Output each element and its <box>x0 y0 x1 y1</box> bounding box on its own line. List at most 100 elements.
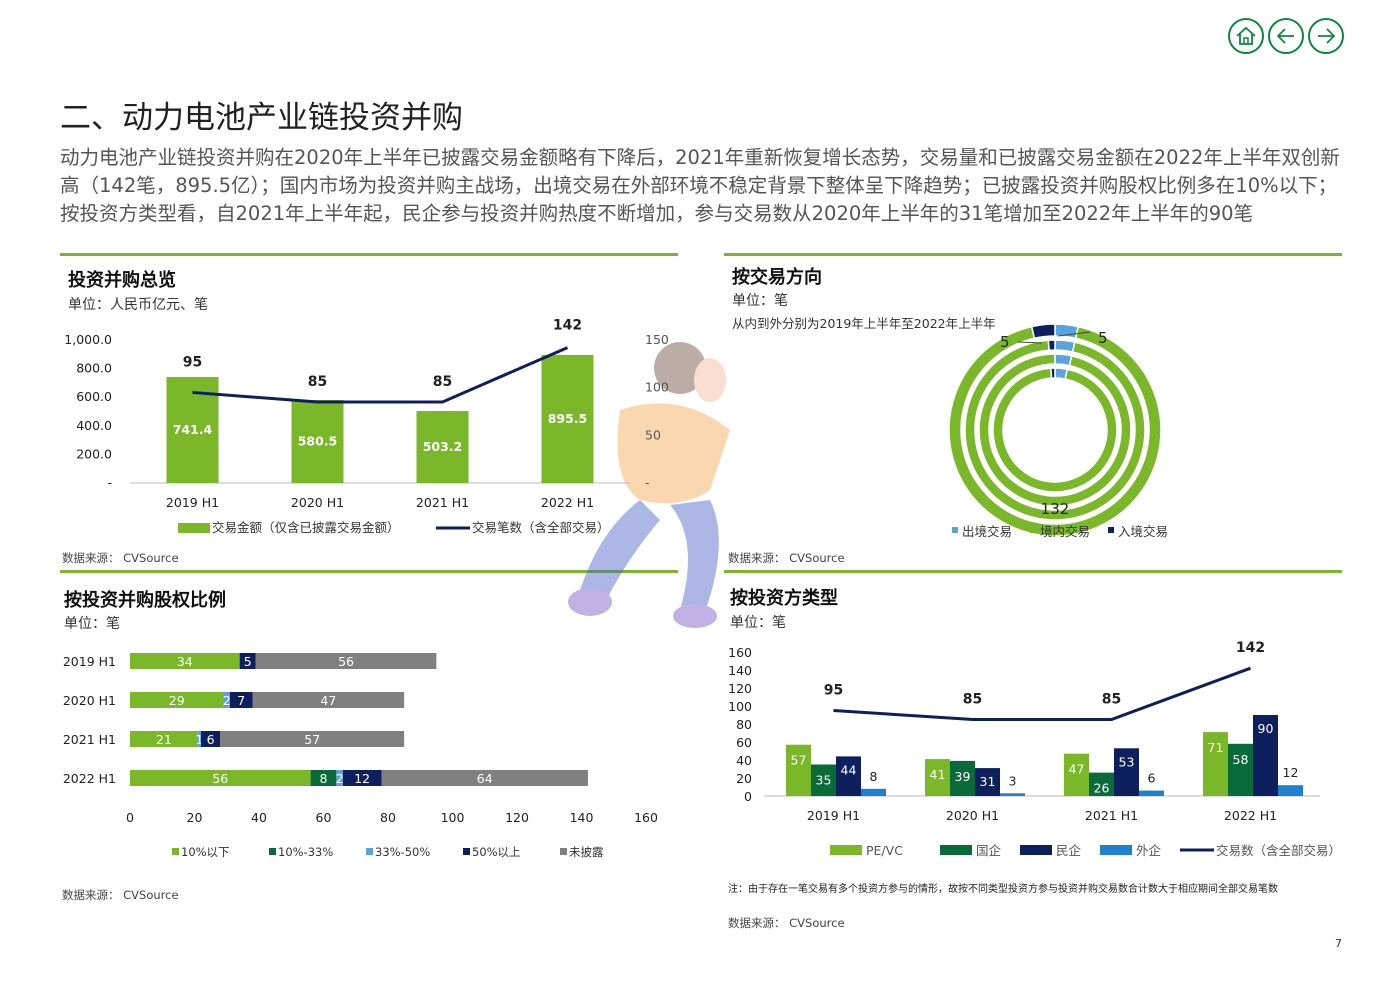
investor-bar <box>1064 753 1089 796</box>
direction-source: 数据来源： CVSource <box>728 551 845 565</box>
investor-bar-label: 47 <box>1069 762 1085 777</box>
overview-source: 数据来源： CVSource <box>62 551 179 565</box>
legend-label: PE/VC <box>866 843 903 858</box>
legend-swatch <box>366 848 373 855</box>
investor-bar-label: 90 <box>1258 721 1274 736</box>
investor-bar <box>1253 715 1278 796</box>
legend-swatch-amount <box>178 523 210 533</box>
legend-label: 外企 <box>1136 843 1162 858</box>
legend-swatch <box>1020 845 1052 855</box>
arrow-right-icon <box>1318 28 1336 44</box>
legend-swatch <box>1030 527 1036 533</box>
legend-label: 民企 <box>1056 843 1082 858</box>
y-left-tick-label: 200.0 <box>76 446 112 461</box>
investor-bar-label: 12 <box>1283 765 1299 780</box>
investor-chart: 0 20 40 60 80 100 120 140 160 57 35 44 8 2019 H1 41 39 3… <box>728 640 1341 858</box>
amount-bar <box>541 354 594 483</box>
legend-label: 10%以下 <box>181 845 230 859</box>
investor-bar <box>1278 785 1303 796</box>
investor-bar <box>1203 732 1228 796</box>
investor-bar-label: 26 <box>1094 781 1110 796</box>
legend-label-amount: 交易金额（仅含已披露交易金额） <box>212 520 400 535</box>
y-tick-label: 40 <box>736 753 752 768</box>
y-left-tick-label: 1,000.0 <box>64 332 112 347</box>
deal-count-label: 85 <box>308 374 327 390</box>
y-right-tick-label: - <box>645 475 650 490</box>
forward-button[interactable] <box>1308 18 1344 54</box>
deal-count-label: 95 <box>183 354 202 370</box>
donut-slice <box>948 325 1162 537</box>
x-tick-label: 2022 H1 <box>1224 808 1277 823</box>
y-right-tick-label: 150 <box>645 332 669 347</box>
equity-segment-label: 56 <box>338 654 354 669</box>
overview-chart: - 200.0 400.0 600.0 800.0 1,000.0 - 50 100 150 741… <box>64 318 669 535</box>
x-tick-label: 2020 H1 <box>946 808 999 823</box>
donut-slice <box>992 367 1118 493</box>
x-tick-label: 2021 H1 <box>1085 808 1138 823</box>
x-tick-label: 2022 H1 <box>541 495 594 510</box>
investor-bar-label: 31 <box>980 774 996 789</box>
legend-swatch <box>1100 845 1132 855</box>
investor-bar <box>950 760 975 796</box>
investor-bar-label: 35 <box>816 773 832 788</box>
legend-swatch <box>463 848 470 855</box>
y-left-tick-label: 400.0 <box>76 418 112 433</box>
legend-label: 境内交易 <box>1040 524 1090 539</box>
y-right-tick-label: 50 <box>645 427 661 442</box>
x-tick-label: 20 <box>187 810 203 825</box>
y-left-tick-label: 800.0 <box>76 361 112 376</box>
equity-segment <box>130 731 198 747</box>
section-divider <box>60 570 678 573</box>
legend-label: 国企 <box>976 843 1002 858</box>
investor-bar <box>1114 748 1139 796</box>
investor-source: 数据来源： CVSource <box>728 916 845 930</box>
donut-slice <box>964 339 1146 521</box>
legend-label: 未披露 <box>569 845 604 859</box>
equity-segment-label: 8 <box>320 771 328 786</box>
equity-segment <box>130 692 224 708</box>
investor-unit: 单位：笔 <box>730 615 786 631</box>
legend-swatch <box>940 845 972 855</box>
y-tick-label: 20 <box>736 771 752 786</box>
legend-label: 50%以上 <box>472 845 521 859</box>
section-divider <box>724 253 1342 256</box>
amount-bar-label: 503.2 <box>423 439 463 454</box>
investor-bar <box>1139 790 1164 796</box>
legend-swatch <box>830 845 862 855</box>
direction-subtitle: 从内到外分别为2019年上半年至2022年上半年 <box>732 316 996 331</box>
y-tick-label: 80 <box>736 717 752 732</box>
deal-count-label: 85 <box>433 374 452 390</box>
equity-segment-label: 56 <box>212 771 228 786</box>
equity-segment <box>310 770 337 786</box>
equity-segment <box>229 692 253 708</box>
equity-segment <box>223 692 230 708</box>
y-category-label: 2021 H1 <box>63 732 116 747</box>
equity-unit: 单位：笔 <box>64 616 120 632</box>
legend-swatch <box>269 848 276 855</box>
deal-count-label: 95 <box>824 683 843 699</box>
deal-count-label: 142 <box>1236 640 1265 656</box>
y-left-tick-label: 600.0 <box>76 389 112 404</box>
y-tick-label: 60 <box>736 735 752 750</box>
domestic-label: 132 <box>1041 500 1070 518</box>
label-leader-line <box>1017 341 1043 344</box>
direction-chart: 5 5 132 出境交易 境内交易 入境交易 <box>948 323 1168 539</box>
x-tick-label: 2019 H1 <box>166 495 219 510</box>
back-button[interactable] <box>1268 18 1304 54</box>
home-button[interactable] <box>1228 18 1264 54</box>
y-tick-label: 120 <box>728 681 752 696</box>
amount-bar <box>291 399 344 483</box>
equity-segment-label: 5 <box>244 654 252 669</box>
inbound-label: 5 <box>1000 333 1010 351</box>
x-tick-label: 0 <box>126 810 134 825</box>
y-tick-label: 160 <box>728 645 752 660</box>
x-tick-label: 2021 H1 <box>416 495 469 510</box>
legend-swatch <box>560 848 567 855</box>
x-tick-label: 120 <box>505 810 529 825</box>
y-tick-label: 140 <box>728 663 752 678</box>
deal-count-label: 85 <box>963 692 982 708</box>
equity-segment <box>255 653 437 669</box>
page-navigation <box>1228 18 1344 54</box>
label-leader-line <box>1057 331 1091 337</box>
